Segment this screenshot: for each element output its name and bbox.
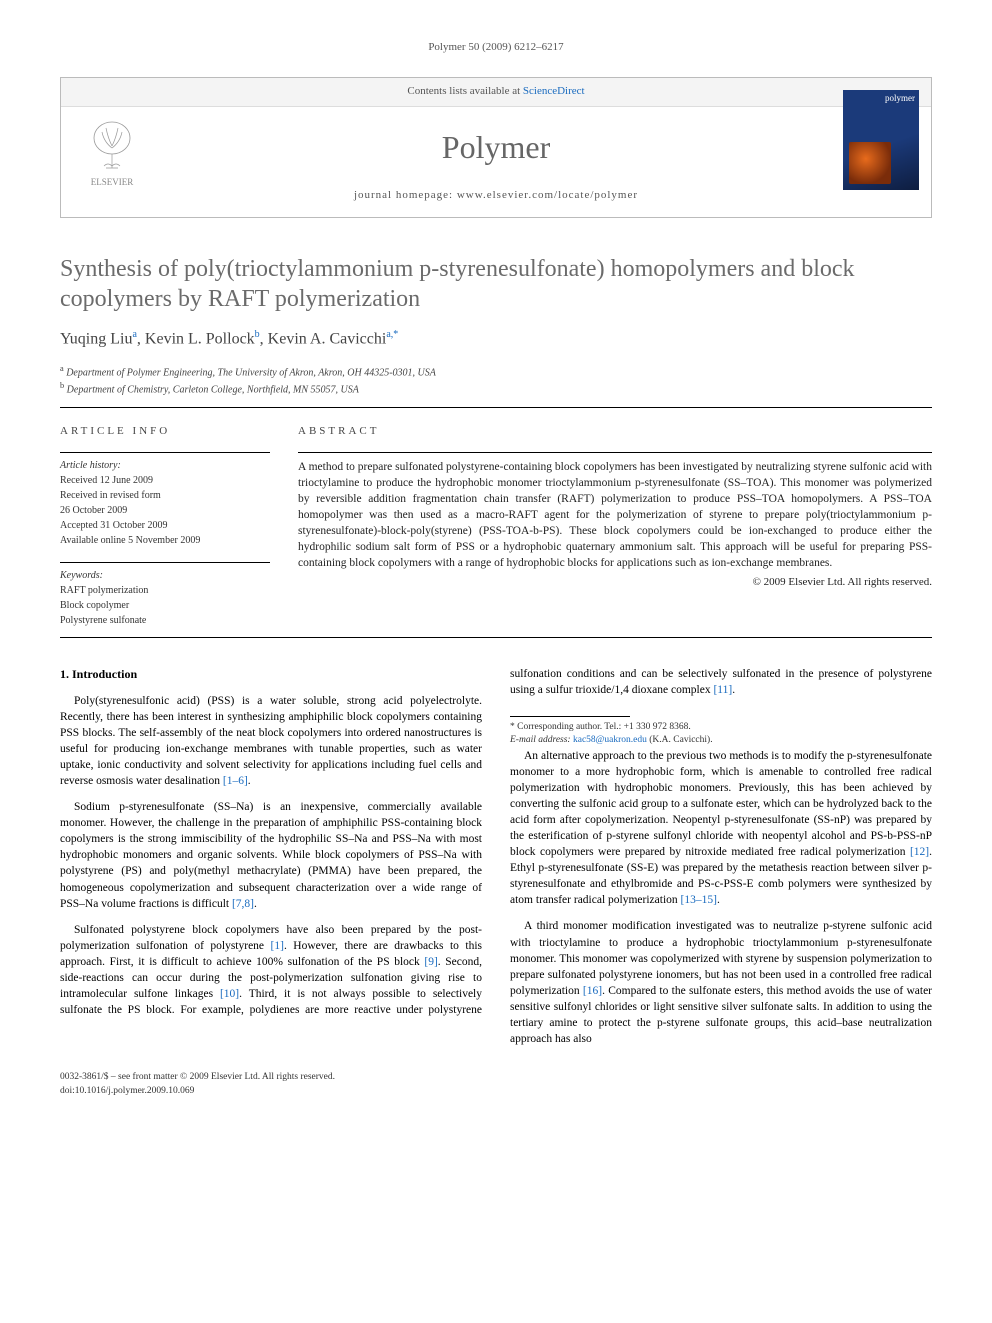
homepage-line: journal homepage: www.elsevier.com/locat…: [61, 178, 931, 217]
keyword: Polystyrene sulfonate: [60, 614, 270, 628]
history-line: Available online 5 November 2009: [60, 534, 270, 548]
history-label: Article history:: [60, 459, 270, 473]
article-info: ARTICLE INFO Article history: Received 1…: [60, 424, 270, 628]
authors: Yuqing Liua, Kevin L. Pollockb, Kevin A.…: [60, 328, 932, 351]
page: Polymer 50 (2009) 6212–6217 ELSEVIER pol…: [0, 0, 992, 1138]
section-heading: 1. Introduction: [60, 666, 482, 683]
contents-line: Contents lists available at ScienceDirec…: [61, 78, 931, 106]
masthead: ELSEVIER polymer Contents lists availabl…: [60, 77, 932, 218]
affiliation-b: b Department of Chemistry, Carleton Coll…: [60, 380, 932, 397]
affiliation-text: Department of Polymer Engineering, The U…: [66, 367, 436, 378]
front-matter-line: 0032-3861/$ – see front matter © 2009 El…: [60, 1071, 932, 1084]
article-info-heading: ARTICLE INFO: [60, 424, 270, 439]
body-paragraph: A third monomer modification investigate…: [510, 918, 932, 1047]
running-head: Polymer 50 (2009) 6212–6217: [60, 40, 932, 55]
journal-name: Polymer: [61, 125, 931, 170]
email-link[interactable]: kac58@uakron.edu: [573, 735, 647, 745]
history-line: Received in revised form: [60, 489, 270, 503]
sciencedirect-link[interactable]: ScienceDirect: [523, 85, 585, 97]
article-title: Synthesis of poly(trioctylammonium p-sty…: [60, 254, 932, 314]
affiliation-a: a Department of Polymer Engineering, The…: [60, 363, 932, 380]
divider: [60, 637, 932, 638]
keywords-block: Keywords: RAFT polymerization Block copo…: [60, 562, 270, 628]
contents-pre: Contents lists available at: [407, 85, 522, 97]
footnote-rule: [510, 716, 630, 717]
keyword: RAFT polymerization: [60, 584, 270, 598]
history-line: Received 12 June 2009: [60, 474, 270, 488]
abstract-heading: ABSTRACT: [298, 424, 932, 439]
footer-meta: 0032-3861/$ – see front matter © 2009 El…: [60, 1071, 932, 1098]
doi-line: doi:10.1016/j.polymer.2009.10.069: [60, 1085, 932, 1098]
abstract-text: A method to prepare sulfonated polystyre…: [298, 459, 932, 572]
info-abstract-row: ARTICLE INFO Article history: Received 1…: [60, 424, 932, 628]
body-columns: 1. Introduction Poly(styrenesulfonic aci…: [60, 666, 932, 1047]
cover-label: polymer: [885, 93, 915, 103]
history-line: Accepted 31 October 2009: [60, 519, 270, 533]
history-line: 26 October 2009: [60, 504, 270, 518]
copyright: © 2009 Elsevier Ltd. All rights reserved…: [298, 575, 932, 590]
keywords-label: Keywords:: [60, 569, 270, 583]
footnote-block: * Corresponding author. Tel.: +1 330 972…: [510, 721, 932, 748]
affiliation-text: Department of Chemistry, Carleton Colleg…: [67, 384, 359, 395]
email-label: E-mail address:: [510, 735, 571, 745]
body-paragraph: Poly(styrenesulfonic acid) (PSS) is a wa…: [60, 693, 482, 790]
divider: [60, 562, 270, 563]
divider: [60, 407, 932, 408]
email-line: E-mail address: kac58@uakron.edu (K.A. C…: [510, 734, 932, 747]
divider: [60, 452, 270, 453]
divider: [298, 452, 932, 453]
masthead-mid: Polymer: [61, 107, 931, 178]
corresponding-author: * Corresponding author. Tel.: +1 330 972…: [510, 721, 932, 734]
publisher-name: ELSEVIER: [91, 177, 134, 187]
body-paragraph: Sodium p-styrenesulfonate (SS–Na) is an …: [60, 799, 482, 912]
body-paragraph: An alternative approach to the previous …: [510, 748, 932, 909]
abstract: ABSTRACT A method to prepare sulfonated …: [298, 424, 932, 628]
keyword: Block copolymer: [60, 599, 270, 613]
affiliations: a Department of Polymer Engineering, The…: [60, 363, 932, 398]
email-suffix: (K.A. Cavicchi).: [649, 735, 712, 745]
